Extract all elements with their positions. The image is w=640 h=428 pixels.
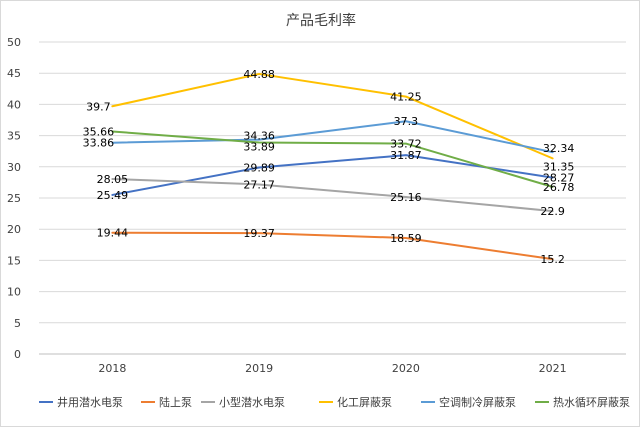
data-label: 33.72	[390, 138, 422, 151]
x-tick-label: 2020	[392, 362, 420, 375]
series-line	[111, 72, 554, 160]
y-tick-label: 25	[7, 192, 21, 205]
legend: 井用潜水电泵 陆上泵 小型潜水电泵 化工屏蔽泵 空调制冷屏蔽泵 热水循环屏蔽泵	[39, 395, 630, 409]
series-line	[111, 154, 554, 196]
data-label: 28.27	[543, 172, 575, 185]
legend-label: 井用潜水电泵	[57, 395, 123, 409]
series-lines	[111, 72, 554, 261]
data-label: 31.35	[543, 160, 575, 173]
y-tick-label: 50	[7, 36, 21, 49]
x-tick-label: 2018	[98, 362, 126, 375]
y-tick-label: 45	[7, 67, 21, 80]
y-tick-label: 0	[14, 348, 21, 361]
data-label: 25.49	[97, 189, 129, 202]
data-label: 34.36	[243, 130, 275, 143]
data-label: 33.86	[83, 137, 115, 150]
data-label: 25.16	[390, 191, 422, 204]
axes: 0 5 10 15 20 25 30 35 40 45 50 2018 2019 2020 2021	[7, 36, 567, 375]
data-label: 26.78	[543, 181, 575, 194]
y-tick-label: 15	[7, 254, 21, 267]
data-label: 37.3	[394, 115, 419, 128]
data-label: 35.66	[83, 125, 115, 138]
data-label: 18.59	[390, 232, 422, 245]
data-label: 39.7	[86, 100, 111, 113]
data-label: 44.88	[243, 68, 275, 81]
legend-label: 热水循环屏蔽泵	[553, 396, 630, 409]
x-tick-label: 2019	[245, 362, 273, 375]
series-line	[111, 231, 554, 261]
data-label: 32.34	[543, 142, 575, 155]
series-line	[111, 130, 554, 188]
data-label: 29.89	[243, 161, 275, 174]
chart-title: 产品毛利率	[286, 12, 356, 29]
data-label: 19.44	[97, 227, 129, 240]
y-tick-label: 5	[14, 317, 21, 330]
data-labels: 25.49 29.89 31.87 28.27 19.44 19.37 18.59 15.2 2…	[83, 68, 575, 266]
y-tick-label: 40	[7, 98, 21, 111]
data-label: 22.9	[540, 205, 565, 218]
series-line	[111, 177, 554, 213]
x-tick-label: 2021	[539, 362, 567, 375]
legend-label: 化工屏蔽泵	[337, 395, 392, 409]
data-label: 41.25	[390, 91, 422, 104]
legend-label: 陆上泵	[159, 395, 192, 409]
y-tick-label: 30	[7, 161, 21, 174]
gridlines	[39, 41, 626, 355]
data-label: 33.89	[243, 141, 275, 154]
data-label: 27.17	[243, 178, 275, 191]
legend-label: 小型潜水电泵	[219, 395, 285, 409]
series-line	[111, 120, 554, 154]
y-tick-label: 10	[7, 286, 21, 299]
data-label: 31.87	[390, 149, 422, 162]
y-tick-label: 20	[7, 223, 21, 236]
y-tick-label: 35	[7, 130, 21, 143]
legend-label: 空调制冷屏蔽泵	[439, 395, 516, 409]
data-label: 19.37	[243, 227, 275, 240]
data-label: 15.2	[540, 253, 565, 266]
data-label: 28.05	[97, 173, 129, 186]
